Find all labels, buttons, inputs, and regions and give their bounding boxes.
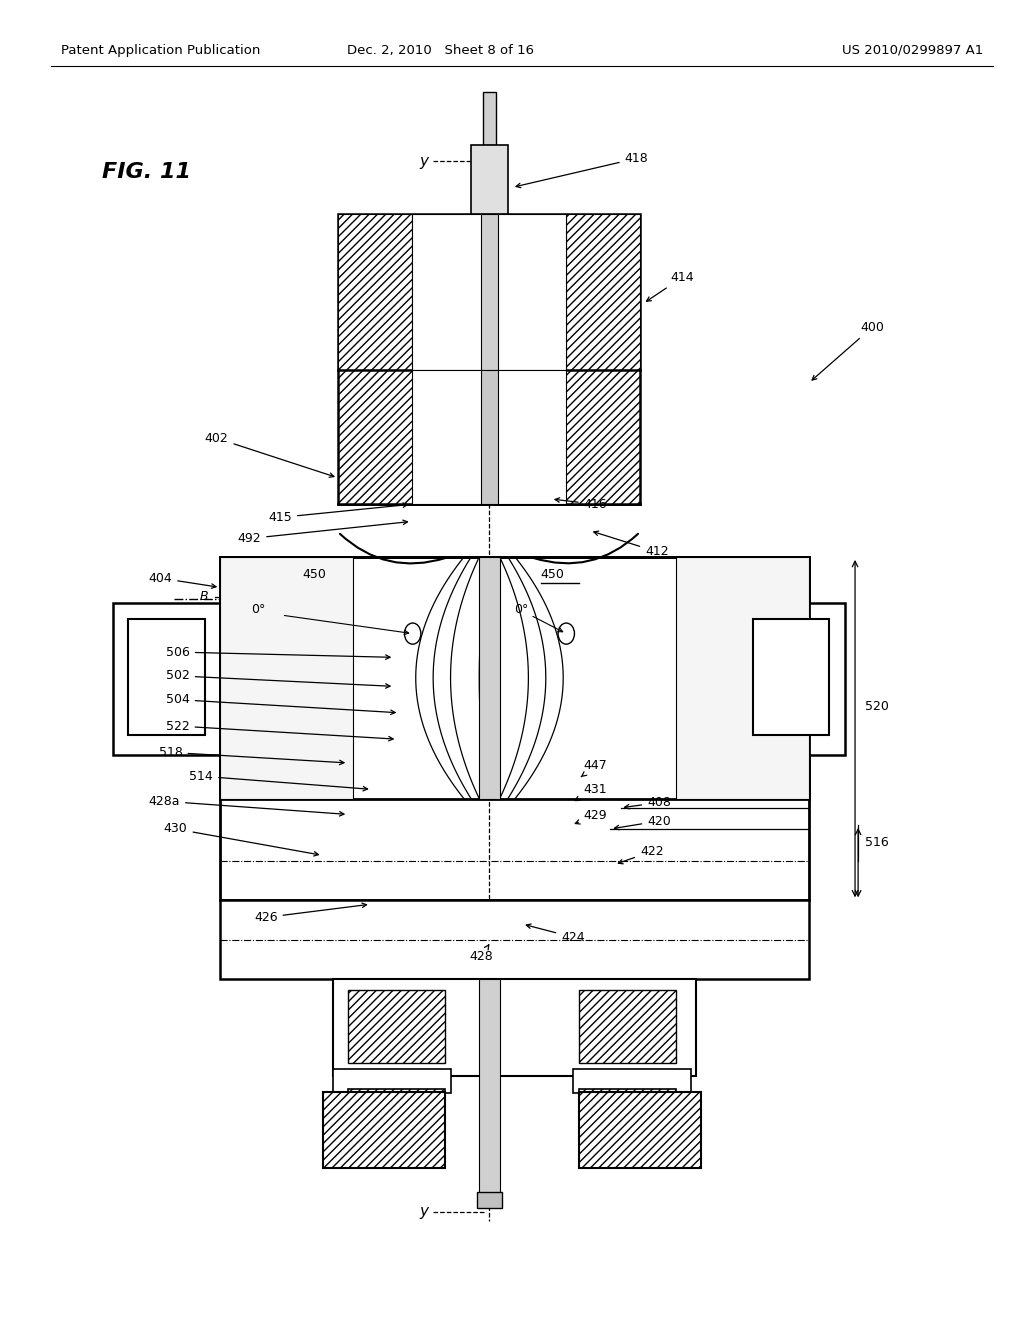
- Text: 408: 408: [625, 796, 671, 809]
- Bar: [333, 979, 696, 1076]
- Bar: [348, 990, 445, 1063]
- Text: US 2010/0299897 A1: US 2010/0299897 A1: [842, 44, 983, 57]
- Bar: [348, 1089, 445, 1115]
- Text: 447: 447: [582, 759, 607, 776]
- Text: 492: 492: [238, 520, 408, 545]
- Bar: [471, 145, 508, 214]
- Bar: [477, 1192, 502, 1208]
- Bar: [338, 214, 412, 370]
- Text: 428: 428: [469, 945, 493, 964]
- Text: 400: 400: [812, 321, 884, 380]
- Text: 422: 422: [618, 845, 664, 863]
- Bar: [737, 603, 845, 755]
- Text: 431: 431: [575, 783, 607, 800]
- Bar: [579, 1092, 701, 1168]
- Text: 412: 412: [594, 531, 669, 558]
- Bar: [128, 619, 205, 735]
- Bar: [579, 1089, 676, 1115]
- Text: Dec. 2, 2010   Sheet 8 of 16: Dec. 2, 2010 Sheet 8 of 16: [347, 44, 534, 57]
- Bar: [481, 370, 498, 504]
- Text: 504: 504: [166, 693, 395, 714]
- Bar: [220, 557, 809, 900]
- Bar: [481, 214, 498, 370]
- Bar: [412, 214, 566, 370]
- Bar: [220, 900, 809, 979]
- Bar: [579, 990, 676, 1063]
- Bar: [338, 370, 640, 504]
- Text: 514: 514: [189, 770, 368, 791]
- Bar: [676, 557, 809, 799]
- Bar: [220, 557, 809, 799]
- Text: 506: 506: [166, 645, 390, 660]
- Text: 0°: 0°: [251, 603, 265, 616]
- Text: 420: 420: [614, 814, 671, 830]
- Bar: [220, 557, 353, 799]
- Text: 520: 520: [865, 700, 889, 713]
- Bar: [566, 214, 640, 370]
- Text: 415: 415: [268, 503, 408, 524]
- Text: 402: 402: [205, 432, 334, 478]
- Text: 450: 450: [541, 568, 564, 581]
- Text: 518: 518: [159, 746, 344, 764]
- Bar: [412, 370, 566, 504]
- Text: 428a: 428a: [148, 795, 344, 816]
- Bar: [338, 214, 640, 370]
- Bar: [479, 979, 500, 1197]
- Text: y: y: [419, 1204, 428, 1220]
- Text: FIG. 11: FIG. 11: [102, 161, 191, 182]
- Text: 416: 416: [555, 498, 607, 511]
- Bar: [113, 603, 220, 755]
- Text: y: y: [419, 153, 428, 169]
- Bar: [323, 1092, 445, 1168]
- Text: 426: 426: [254, 903, 367, 924]
- Text: 522: 522: [166, 719, 393, 741]
- Text: 450: 450: [302, 568, 326, 581]
- Text: 414: 414: [646, 271, 694, 301]
- Text: 502: 502: [166, 669, 390, 688]
- Text: 424: 424: [526, 924, 585, 944]
- Text: 516: 516: [865, 836, 889, 849]
- Text: 418: 418: [516, 152, 648, 187]
- Text: B: B: [200, 590, 208, 603]
- Bar: [333, 1069, 451, 1093]
- Text: Patent Application Publication: Patent Application Publication: [61, 44, 261, 57]
- Bar: [479, 557, 500, 799]
- Bar: [483, 92, 496, 145]
- Bar: [573, 1069, 691, 1093]
- Text: 404: 404: [148, 572, 216, 589]
- Text: 430: 430: [164, 822, 318, 857]
- Text: 429: 429: [575, 809, 607, 824]
- Bar: [753, 619, 829, 735]
- Text: 0°: 0°: [514, 603, 528, 616]
